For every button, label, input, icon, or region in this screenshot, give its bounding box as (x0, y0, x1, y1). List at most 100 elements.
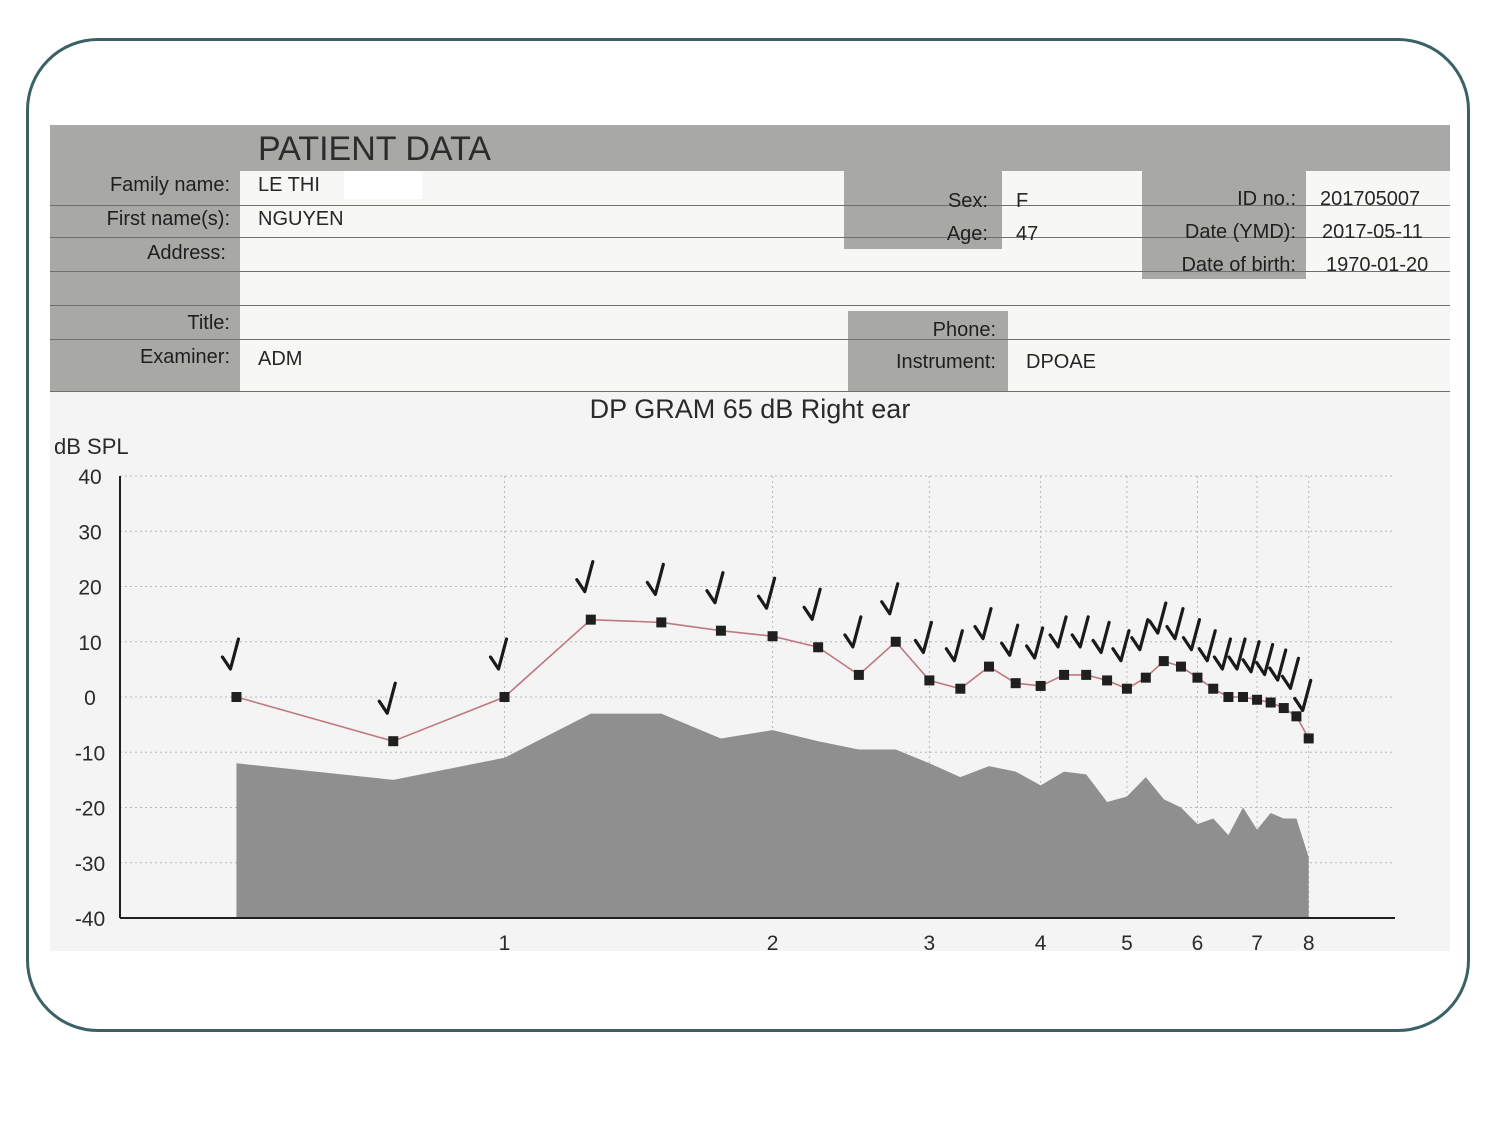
label-column-phone-instrument (848, 311, 1008, 392)
data-point (1081, 669, 1092, 680)
dp-gram-chart: DP GRAM 65 dB Right ear dB SPL 40 30 20 10 0… (54, 394, 1395, 951)
row-rule (50, 271, 1450, 272)
id-value: 201705007 (1320, 188, 1421, 210)
redaction-box (344, 171, 422, 199)
y-tick-label: -10 (75, 742, 105, 765)
header-band (50, 125, 1450, 171)
y-tick-label: 10 (78, 632, 101, 655)
x-tick-label: 2 (767, 932, 779, 951)
check-mark (1091, 620, 1111, 655)
check-mark (645, 562, 665, 597)
check-mark (1197, 629, 1217, 663)
check-mark (1227, 637, 1247, 671)
data-point (1035, 680, 1046, 691)
data-point (890, 636, 901, 647)
y-axis-label: dB SPL (54, 434, 129, 459)
noise-floor-shape (236, 713, 1309, 918)
check-mark (913, 620, 933, 655)
data-point (1265, 697, 1276, 708)
data-point (388, 736, 399, 747)
check-mark (1293, 678, 1313, 713)
x-tick-label: 4 (1035, 932, 1047, 951)
y-tick-label: 40 (78, 466, 101, 489)
data-point (656, 617, 667, 628)
check-mark (1025, 626, 1045, 660)
first-name-label: First name(s): (106, 208, 230, 230)
data-point (1140, 672, 1151, 683)
data-point (1192, 672, 1203, 683)
row-rule (50, 339, 1450, 340)
instrument-value: DPOAE (1026, 351, 1097, 373)
check-mark (1165, 607, 1185, 641)
data-point (1121, 683, 1132, 694)
check-mark (705, 571, 725, 605)
examiner-label: Examiner: (139, 346, 230, 368)
address-label: Address: (147, 242, 226, 264)
check-mark (1070, 615, 1090, 649)
x-tick-label: 7 (1251, 932, 1263, 951)
data-point (1278, 703, 1289, 714)
check-mark (488, 637, 509, 671)
dob-value: 1970-01-20 (1326, 254, 1429, 276)
phone-label: Phone: (932, 319, 996, 341)
row-rule (50, 237, 1450, 238)
check-mark (1148, 601, 1168, 635)
data-point (813, 642, 824, 653)
noise-floor-area (236, 713, 1309, 918)
data-point (924, 675, 935, 686)
family-name-label: Family name: (109, 174, 230, 196)
label-column-left (50, 171, 240, 392)
data-point (585, 614, 596, 625)
report-sheet: PATIENT DATA Family name: LE THI First n… (50, 125, 1450, 951)
data-point (1303, 733, 1314, 744)
data-point (853, 669, 864, 680)
data-point (1208, 683, 1219, 694)
row-rule (50, 305, 1450, 306)
y-tick-label: -20 (75, 798, 105, 821)
instrument-label: Instrument: (895, 351, 996, 373)
check-mark (1000, 623, 1020, 657)
check-mark (1048, 615, 1068, 649)
age-value: 47 (1016, 223, 1039, 245)
family-name-value: LE THI (258, 174, 320, 196)
check-mark (1130, 618, 1150, 652)
tick-labels: 40 30 20 10 0 -10 -20 -30 -40 1 2 3 4 5 6 7 8 (75, 466, 1315, 951)
check-mark (944, 629, 964, 663)
x-tick-label: 3 (924, 932, 936, 951)
data-point (1175, 661, 1186, 672)
data-point (955, 683, 966, 694)
x-tick-label: 6 (1192, 932, 1204, 951)
label-column-sex-age (844, 171, 1002, 249)
id-label: ID no.: (1237, 188, 1296, 210)
y-tick-label: -30 (75, 853, 105, 876)
check-mark (377, 681, 397, 715)
dob-label: Date of birth: (1181, 254, 1296, 276)
data-point (1291, 711, 1302, 722)
age-label: Age: (946, 223, 988, 245)
check-mark (1111, 629, 1131, 663)
data-point (499, 692, 510, 702)
data-point (1059, 669, 1070, 680)
x-tick-label: 1 (499, 932, 511, 951)
data-point (715, 625, 726, 636)
check-marks (220, 560, 1313, 715)
chart-title: DP GRAM 65 dB Right ear (590, 394, 911, 424)
check-mark (575, 560, 595, 594)
x-tick-label: 8 (1303, 932, 1315, 951)
y-tick-label: 30 (78, 521, 101, 544)
date-label: Date (YMD): (1184, 221, 1296, 243)
check-mark (756, 576, 777, 610)
data-point (1102, 675, 1113, 686)
check-mark (973, 607, 993, 641)
data-point (1252, 694, 1263, 705)
data-point (1223, 692, 1234, 702)
axes (119, 476, 1395, 919)
date-value: 2017-05-11 (1322, 221, 1423, 243)
y-tick-label: 0 (84, 687, 96, 710)
x-tick-label: 5 (1121, 932, 1133, 951)
dp-series (231, 614, 1314, 747)
y-tick-label: 20 (78, 577, 101, 600)
examiner-value: ADM (258, 348, 303, 370)
check-mark (802, 587, 822, 621)
title-label: Title: (187, 312, 230, 334)
